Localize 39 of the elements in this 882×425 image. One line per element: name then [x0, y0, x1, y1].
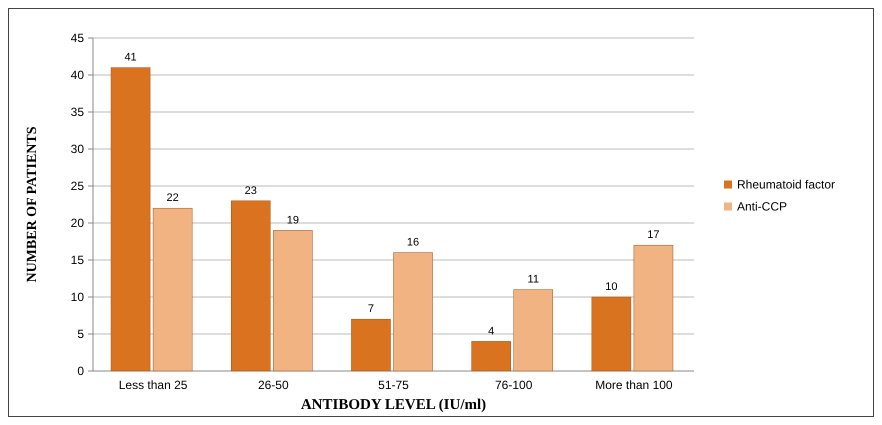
- bar: [110, 67, 150, 372]
- bar: [351, 318, 391, 372]
- data-label: 7: [368, 303, 374, 316]
- data-label: 4: [488, 325, 494, 338]
- x-tick-label: 76-100: [495, 378, 533, 392]
- x-tick-label: Less than 25: [118, 378, 188, 392]
- x-tick-label: 26-50: [258, 378, 289, 392]
- y-axis-title: NUMBER OF PATIENTS: [25, 126, 40, 283]
- x-axis-title: ANTIBODY LEVEL (IU/ml): [300, 397, 486, 413]
- data-label: 19: [286, 214, 299, 226]
- data-label: 11: [528, 274, 539, 286]
- y-tick-label: 45: [70, 31, 84, 46]
- legend-label: Rheumatoid factor: [737, 178, 836, 192]
- y-tick-label: 0: [77, 364, 84, 378]
- bar: [230, 200, 271, 372]
- y-tick-label: 35: [70, 105, 84, 120]
- y-tick-label: 25: [70, 179, 84, 194]
- bar: [592, 296, 632, 372]
- x-tick-label: More than 100: [595, 378, 673, 392]
- bar: [273, 230, 313, 372]
- y-tick-label: 20: [70, 216, 84, 230]
- bar: [152, 208, 192, 372]
- y-tick-label: 10: [70, 290, 84, 304]
- bar: [393, 252, 433, 372]
- data-label: 17: [647, 229, 660, 242]
- data-label: 41: [124, 52, 137, 64]
- data-label: 23: [244, 184, 257, 197]
- bar: [471, 341, 511, 372]
- y-tick-label: 5: [77, 327, 84, 342]
- y-tick-label: 30: [70, 142, 84, 156]
- data-label: 16: [406, 236, 420, 249]
- legend-label: Anti-CCP: [737, 200, 788, 214]
- data-label: 10: [605, 281, 618, 293]
- x-tick-label: 51-75: [378, 378, 410, 392]
- bar: [634, 244, 674, 372]
- y-tick-label: 15: [70, 253, 84, 268]
- bar: [513, 289, 554, 372]
- y-tick-label: 40: [70, 68, 84, 82]
- data-label: 22: [166, 192, 179, 204]
